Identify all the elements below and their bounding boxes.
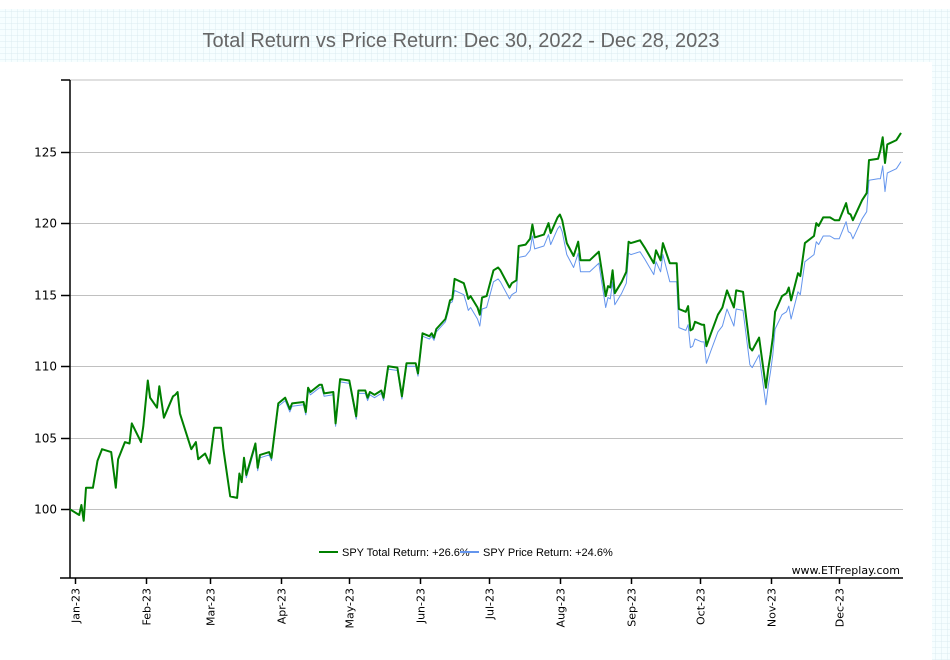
- x-axis: Jan-23 Feb-23 Mar-23 Apr-23 May-23 Jun-23 Jul-…: [60, 577, 903, 629]
- x-tick-label-Mar-23: Mar-23: [205, 588, 218, 626]
- gridlines: [70, 79, 903, 510]
- x-tick-label-Apr-23: Apr-23: [276, 588, 289, 624]
- y-tick-label-110: 110: [34, 360, 57, 374]
- x-tick-label-Nov-23: Nov-23: [766, 588, 779, 627]
- chart-panel: [0, 62, 932, 660]
- legend: SPY Total Return: +26.6% SPY Price Retur…: [319, 547, 613, 559]
- y-tick-label-115: 115: [34, 289, 57, 303]
- x-tick-label-Oct-23: Oct-23: [695, 588, 708, 625]
- y-tick-label-125: 125: [34, 146, 57, 160]
- x-tick-label-May-23: May-23: [344, 588, 357, 629]
- legend-label-price-return: SPY Price Return: +24.6%: [483, 547, 613, 559]
- x-tick-label-Aug-23: Aug-23: [555, 588, 568, 627]
- x-tick-label-Jan-23: Jan-23: [70, 588, 83, 624]
- x-tick-label-Sep-23: Sep-23: [626, 588, 639, 627]
- series-lines: [69, 132, 902, 522]
- chart-title: Total Return vs Price Return: Dec 30, 20…: [203, 30, 720, 52]
- x-tick-label-Jul-23: Jul-23: [484, 588, 497, 620]
- source-credit: www.ETFreplay.com: [792, 564, 900, 577]
- legend-label-total-return: SPY Total Return: +26.6%: [342, 547, 470, 559]
- series-line-total-return: [69, 132, 902, 522]
- y-tick-label-105: 105: [34, 432, 57, 446]
- y-tick-label-100: 100: [34, 503, 57, 517]
- y-tick-label-120: 120: [34, 217, 57, 231]
- x-tick-label-Feb-23: Feb-23: [141, 588, 154, 625]
- y-axis: 100 105 110 115 120 125: [34, 79, 71, 578]
- x-tick-label-Dec-23: Dec-23: [834, 588, 847, 627]
- x-tick-label-Jun-23: Jun-23: [415, 588, 428, 624]
